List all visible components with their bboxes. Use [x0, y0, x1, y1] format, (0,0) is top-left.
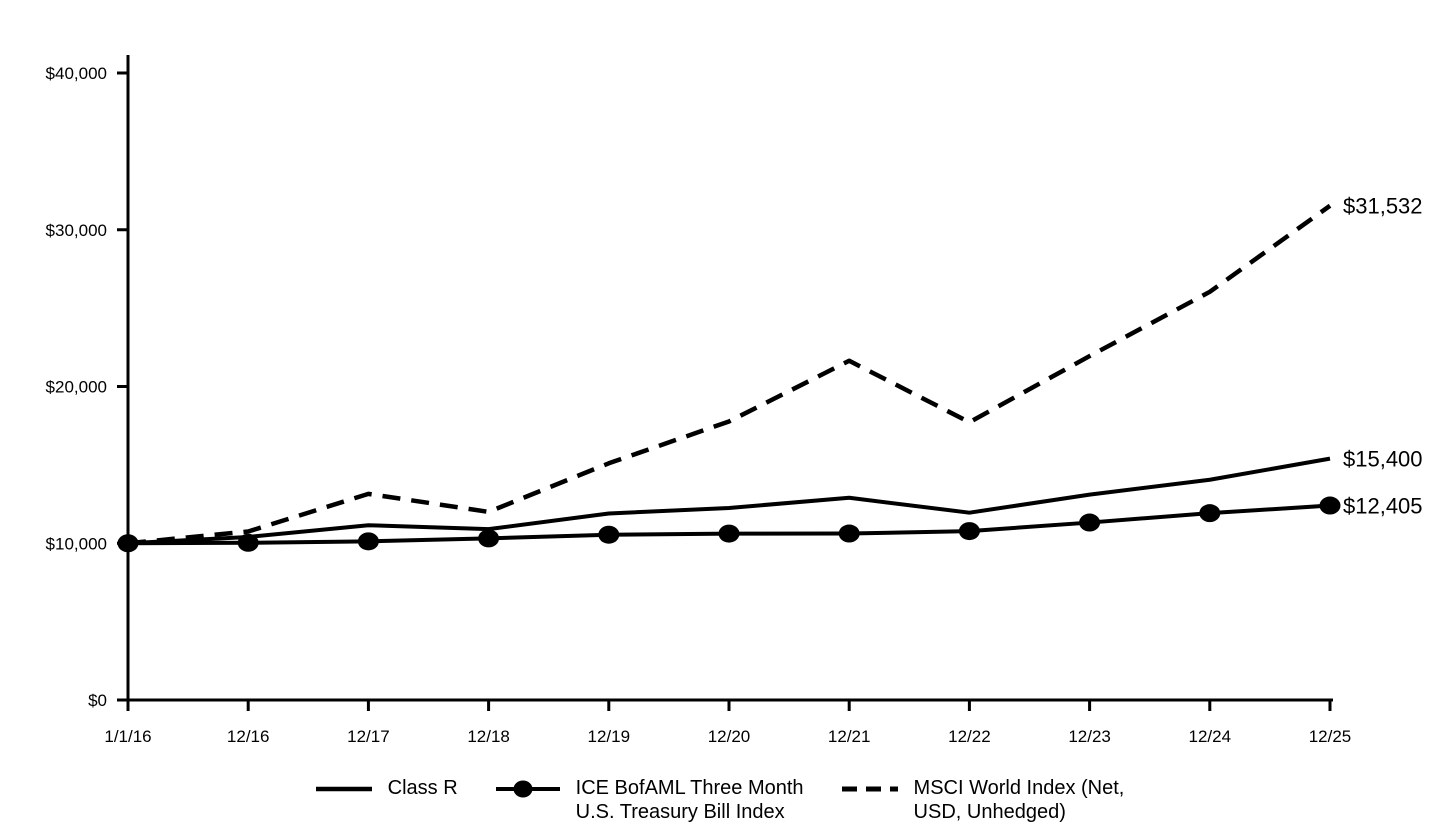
x-tick-label: 12/22: [948, 727, 991, 746]
x-tick-label: 1/1/16: [104, 727, 151, 746]
series-treasury-index-marker: [357, 532, 379, 551]
x-tick-label: 12/23: [1068, 727, 1111, 746]
series-treasury-index-end-label: $12,405: [1343, 494, 1423, 519]
legend-label-class-r: Class R: [387, 777, 458, 799]
dashed-line-swatch-icon: [841, 786, 898, 792]
chart-legend: Class R ICE BofAML Three Month U.S. Trea…: [0, 776, 1440, 824]
series-treasury-index-marker: [237, 533, 259, 552]
series-treasury-index-marker: [1079, 513, 1101, 532]
series-msci-world-line: [127, 203, 1332, 546]
x-tick-label: 12/18: [467, 727, 510, 746]
series-treasury-index-marker: [838, 524, 860, 543]
legend-item-msci-world: MSCI World Index (Net, USD, Unhedged): [841, 776, 1125, 824]
x-tick-label: 12/25: [1309, 727, 1352, 746]
series-treasury-index-marker: [117, 534, 139, 553]
series-class-r-end-label: $15,400: [1343, 447, 1423, 472]
y-tick-label: $20,000: [46, 378, 107, 397]
series-msci-world-end-label: $31,532: [1343, 194, 1423, 219]
series-treasury-index-marker: [478, 529, 500, 548]
line-with-dot-swatch-icon: [495, 780, 560, 798]
x-tick-label: 12/24: [1189, 727, 1232, 746]
series-treasury-index-marker: [718, 524, 740, 543]
x-tick-label: 12/16: [227, 727, 270, 746]
x-tick-label: 12/21: [828, 727, 871, 746]
x-tick-label: 12/20: [708, 727, 751, 746]
legend-label-msci-world: MSCI World Index (Net, USD, Unhedged): [913, 777, 1125, 823]
y-tick-label: $40,000: [46, 64, 107, 83]
x-tick-label: 12/17: [347, 727, 390, 746]
y-tick-label: $0: [88, 691, 107, 710]
series-treasury-index-marker: [598, 525, 620, 544]
legend-item-class-r: Class R: [315, 776, 458, 801]
y-tick-label: $30,000: [46, 221, 107, 240]
solid-line-swatch-icon: [315, 786, 372, 792]
series-treasury-index-marker: [1199, 504, 1221, 523]
series-class-r-line: [127, 456, 1331, 546]
series-treasury-index-marker: [958, 522, 980, 541]
legend-label-treasury-index: ICE BofAML Three Month U.S. Treasury Bil…: [575, 777, 804, 823]
series-treasury-index-marker: [1319, 496, 1341, 515]
x-tick-label: 12/19: [588, 727, 631, 746]
legend-item-treasury-index: ICE BofAML Three Month U.S. Treasury Bil…: [495, 776, 804, 824]
y-tick-label: $10,000: [46, 534, 107, 553]
